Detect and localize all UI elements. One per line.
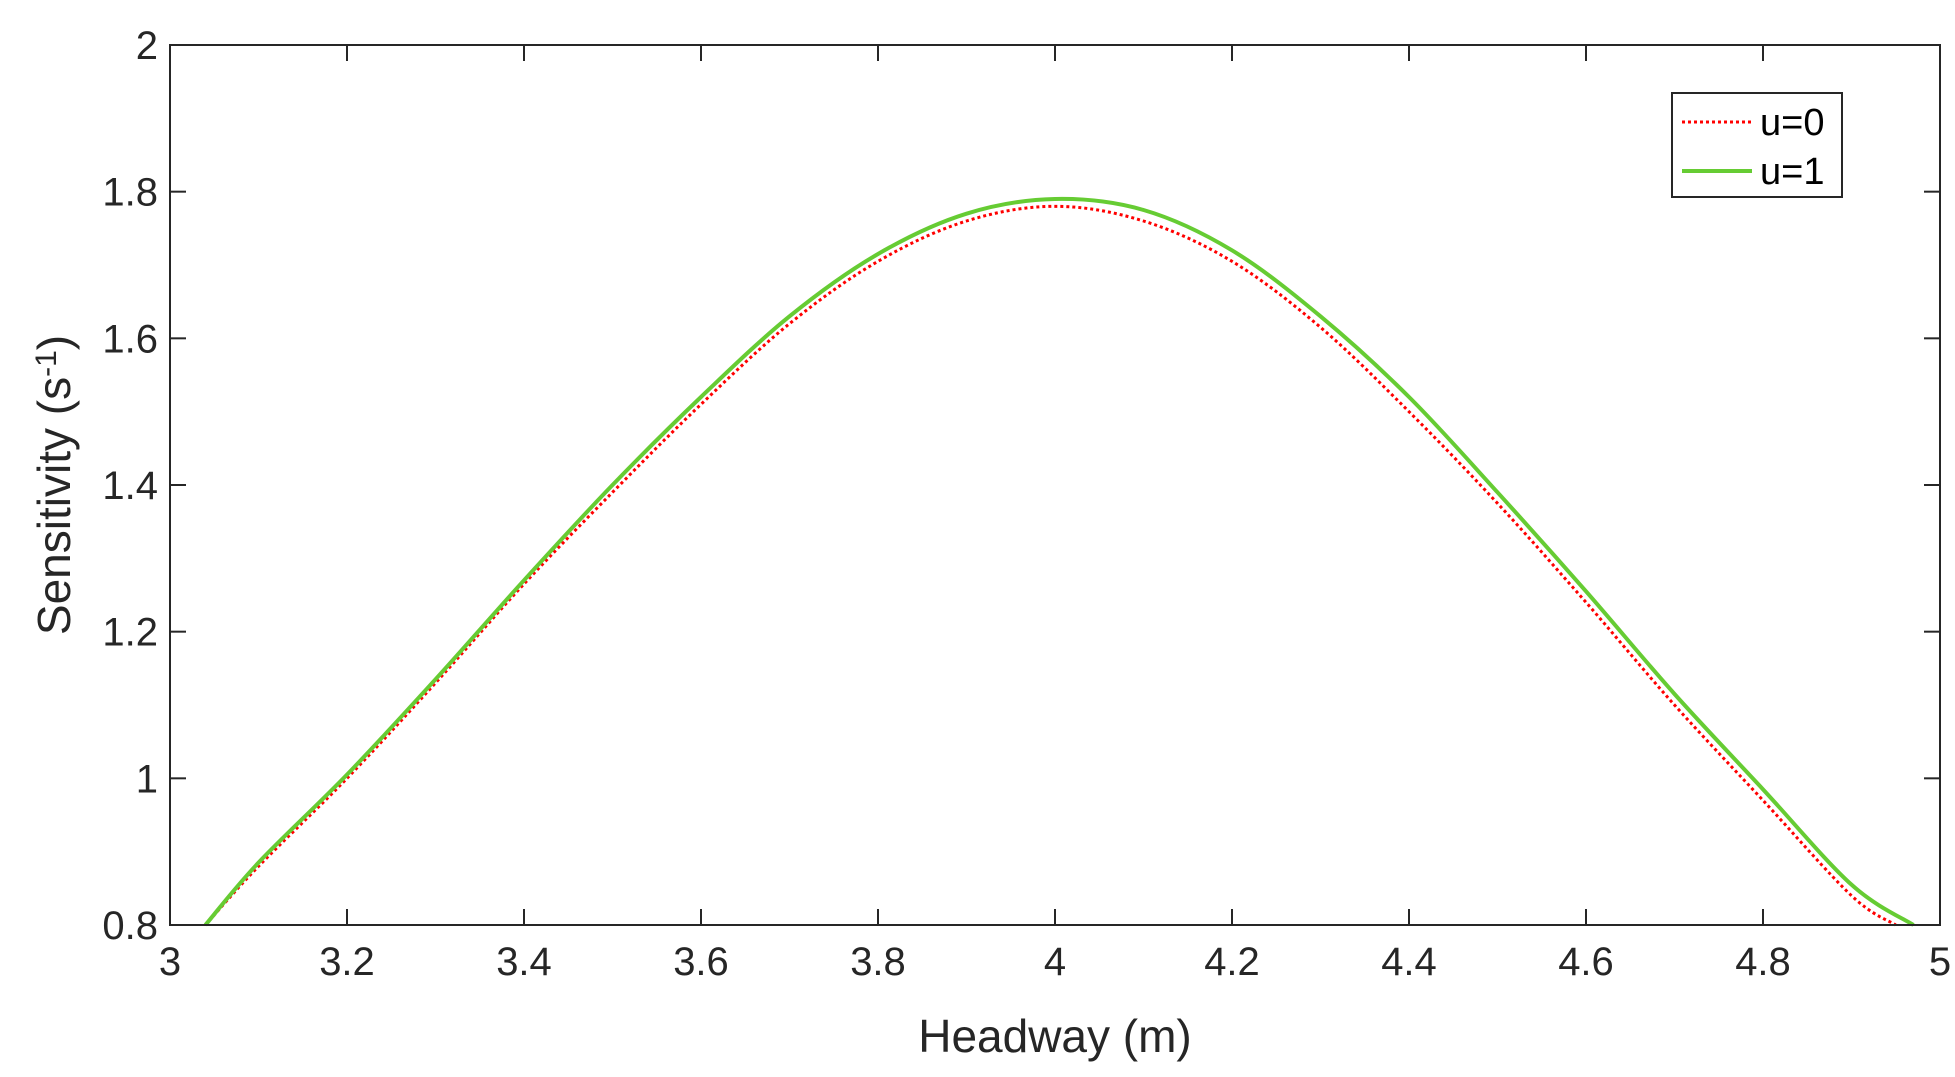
x-tick-label: 3.8 (850, 940, 906, 984)
y-tick-label: 1 (136, 757, 158, 801)
tick-layer (169, 44, 1941, 926)
plot-area (170, 45, 1940, 925)
y-tick-label: 1.4 (102, 464, 158, 508)
x-axis-title: Headway (m) (918, 1010, 1192, 1062)
legend-box (1671, 92, 1843, 198)
y-axis-title-superscript: -1 (30, 350, 63, 377)
y-tick-label: 1.8 (102, 171, 158, 215)
y-tick-label: 1.6 (102, 317, 158, 361)
x-tick-label: 4.4 (1381, 940, 1437, 984)
y-tick-label: 0.8 (102, 904, 158, 948)
x-tick-label: 4.6 (1558, 940, 1614, 984)
y-axis-title: Sensitivity (s-1) (28, 335, 80, 635)
x-tick-label: 3.4 (496, 940, 552, 984)
x-tick-label: 3.6 (673, 940, 729, 984)
tick-label-layer: 3 3.2 3.4 3.6 3.8 4 4.2 4.4 4.6 4.8 5 0.8 1 1.2 1.4 1.6… (102, 24, 1951, 984)
x-tick-label: 3.2 (319, 940, 375, 984)
series-line-u-0 (204, 204, 1897, 927)
legend-label-u1: u=1 (1760, 151, 1824, 193)
legend-label-u0: u=0 (1760, 102, 1824, 144)
y-axis-title-main: Sensitivity (s (28, 377, 80, 635)
y-axis-title-close: ) (28, 335, 80, 350)
y-tick-label: 2 (136, 24, 158, 68)
x-tick-label: 4.8 (1735, 940, 1791, 984)
x-tick-label: 5 (1929, 940, 1951, 984)
series-line-u-1 (203, 196, 1915, 927)
x-tick-label: 4 (1044, 940, 1066, 984)
series-layer (203, 196, 1915, 927)
x-tick-label: 4.2 (1204, 940, 1260, 984)
x-tick-label: 3 (159, 940, 181, 984)
legend: u=0 u=1 (1671, 92, 1843, 198)
y-tick-label: 1.2 (102, 611, 158, 655)
